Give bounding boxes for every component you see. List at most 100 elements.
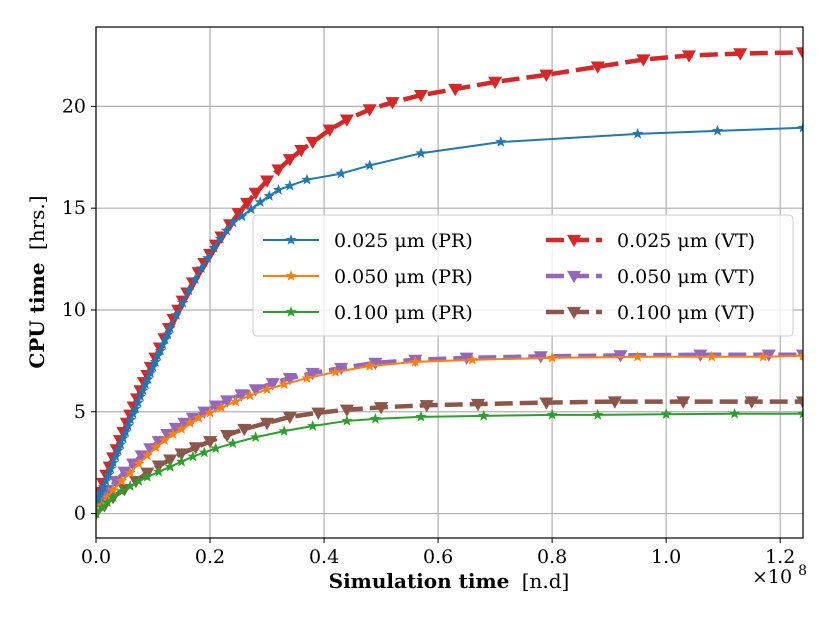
series-0-025-m-pr-marker (254, 196, 266, 207)
series-0-025-m-pr-marker (301, 173, 313, 185)
series-0-050-m-vt-marker (334, 362, 349, 376)
series-0-025-m-pr-marker (711, 124, 724, 136)
series-0-025-m-pr-marker (134, 390, 147, 402)
series-0-100-m-pr-marker (546, 408, 558, 420)
series-0-100-m-vt-marker (676, 396, 691, 409)
series-0-100-m-pr-marker (124, 480, 136, 491)
series-0-025-m-pr-marker (122, 420, 134, 431)
series-0-025-m-pr-marker (102, 469, 114, 480)
series-0-050-m-pr-marker (167, 428, 179, 439)
series-0-025-m-pr-marker (125, 414, 137, 425)
series-0-025-m-vt-marker (413, 90, 429, 103)
legend-0-100-m-pr: 0.100 μm (PR) (263, 302, 473, 324)
series-0-100-m-pr-marker (116, 485, 128, 496)
x-tick-label: 1.0 (651, 546, 681, 568)
series-0-025-m-vt-marker (795, 47, 803, 60)
series-0-025-m-vt-marker (636, 54, 651, 67)
series-0-025-m-pr-marker (112, 444, 124, 456)
series-0-025-m-vt-marker (362, 104, 377, 117)
series-0-100-m-pr-marker (187, 450, 199, 462)
series-0-100-m-vt-marker (419, 400, 434, 413)
series-0-050-m-pr-marker (261, 383, 273, 395)
x-tick-label: 0.6 (423, 546, 453, 568)
series-0-025-m-vt-marker (294, 144, 309, 158)
series-0-100-m-vt-marker (539, 397, 554, 410)
series-0-025-m-pr-marker (632, 128, 644, 139)
series-0-050-m-pr-marker (244, 389, 256, 401)
ticks: 0.0 0.2 0.4 0.6 0.8 1.0 1.2 0 5 10 15 20 (62, 95, 795, 568)
series-0-100-m-vt-marker (374, 402, 389, 415)
series-0-100-m-pr-marker (278, 425, 290, 436)
series-0-050-m-vt-marker (108, 475, 123, 489)
series-0-100-m-pr-marker (341, 415, 353, 426)
series-0-025-m-pr-marker (142, 373, 154, 384)
series-0-100-m-vt-marker (470, 398, 486, 412)
series-0-100-m-pr-marker (729, 407, 741, 419)
x-multiplier-exponent: 8 (798, 563, 807, 579)
series-0-025-m-pr-marker (159, 333, 171, 345)
legend-0-100-m-vt-label: 0.100 μm (VT) (617, 302, 755, 324)
series-0-050-m-pr-marker (546, 351, 558, 363)
legend-0-100-m-vt-swatch-marker (566, 306, 582, 320)
series-0-050-m-vt-marker (234, 389, 249, 402)
series-0-050-m-pr-marker (150, 441, 162, 453)
series-0-100-m-pr-marker (592, 408, 604, 420)
series-0-050-m-pr-marker (757, 350, 769, 362)
series-0-025-m-vt-marker (590, 61, 605, 74)
y-tick-label: 10 (62, 299, 86, 321)
series-0-025-m-vt-marker (282, 154, 297, 167)
series-0-025-m-pr-marker (335, 167, 347, 179)
series-0-025-m-vt-marker (733, 48, 748, 61)
legend-0-050-m-pr-swatch-marker (285, 270, 297, 281)
series-0-100-m-vt-marker (339, 404, 354, 417)
series-0-100-m-vt-marker (203, 436, 218, 449)
series-0-025-m-pr-marker (96, 491, 105, 503)
series-0-050-m-pr-marker (141, 449, 153, 461)
series-0-100-m-pr-marker (797, 407, 803, 419)
series-0-025-m-vt-marker (385, 97, 400, 110)
series-0-050-m-vt-marker (282, 373, 297, 386)
series-0-050-m-pr-marker (175, 423, 188, 434)
series-0-050-m-pr-marker (133, 457, 145, 469)
series-0-050-m-pr-marker (158, 434, 170, 446)
x-tick-label: 0.4 (309, 546, 339, 568)
series-0-025-m-pr-marker (144, 367, 156, 378)
series-0-100-m-vt-marker (607, 396, 622, 409)
legend-0-025-m-pr-label: 0.025 μm (PR) (334, 230, 473, 252)
series-0-025-m-pr-marker (189, 273, 201, 285)
series-0-025-m-pr-marker (162, 328, 174, 340)
series-0-100-m-pr-marker (96, 507, 102, 519)
series-0-025-m-vt-marker (240, 197, 255, 211)
series-0-025-m-pr-marker (170, 309, 182, 320)
series-0-025-m-pr-marker (183, 284, 195, 296)
series-0-025-m-pr-marker (147, 361, 159, 372)
x-multiplier-base: ×10 (752, 566, 792, 588)
series-0-025-m-pr-marker (100, 475, 112, 486)
series-0-025-m-pr-marker (272, 184, 285, 195)
legend-0-100-m-pr-swatch-marker (285, 306, 297, 317)
series-0-050-m-pr-marker (116, 475, 128, 486)
x-tick-label: 0.0 (81, 546, 111, 568)
series-0-025-m-pr-marker (139, 378, 152, 390)
y-axis-title-unit: [hrs.] (25, 195, 49, 250)
series-0-025-m-vt-marker (681, 50, 696, 63)
series-0-050-m-pr-marker (124, 466, 136, 478)
series-0-100-m-pr-marker (660, 408, 672, 419)
series-0-025-m-pr-marker (415, 147, 427, 158)
legend-0-025-m-pr: 0.025 μm (PR) (263, 230, 473, 252)
series-0-025-m-pr-marker (97, 481, 109, 492)
series-0-050-m-pr-marker (466, 354, 478, 365)
series-0-100-m-vt-marker (311, 407, 326, 420)
series-0-025-m-pr-marker (284, 179, 296, 191)
series-0-050-m-pr-marker (184, 417, 196, 428)
series-0-025-m-pr-marker (120, 426, 132, 437)
series-0-025-m-pr-marker (96, 486, 107, 497)
series-0-050-m-vt-marker (265, 378, 280, 391)
legend-0-050-m-vt-label: 0.050 μm (VT) (617, 266, 755, 288)
x-axis-title-bold: Simulation time (329, 569, 510, 593)
series-0-100-m-pr-marker (198, 446, 210, 458)
series-0-025-m-pr-marker (177, 297, 189, 308)
series-0-100-m-pr-marker (107, 491, 119, 503)
series-0-100-m-pr-marker (307, 420, 319, 431)
series-0-025-m-pr-marker (245, 203, 257, 214)
